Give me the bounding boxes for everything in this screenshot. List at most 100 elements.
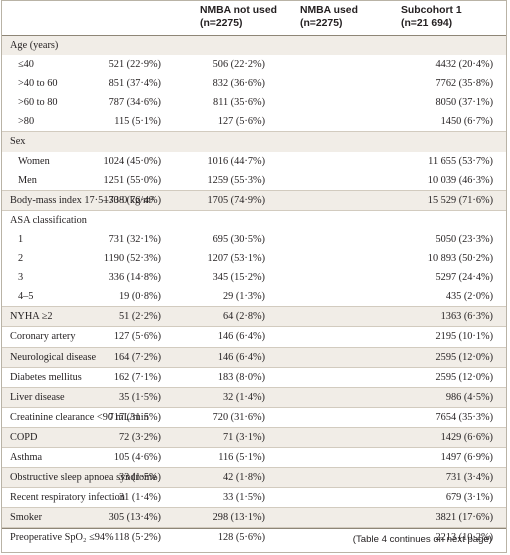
row-label: Age (years) <box>10 40 59 51</box>
cell-nmba-used: 832 (36·6%) <box>212 78 265 90</box>
cell-nmba-not-used: 31 (1·4%) <box>118 492 161 504</box>
row-label: ASA classification <box>10 214 87 226</box>
header-col2-n: (n=2275) <box>300 18 343 29</box>
cell-nmba-not-used: 1738 (76·4%) <box>103 194 161 206</box>
cell-subcohort-1: 1429 (6·6%) <box>440 431 493 443</box>
table-row: 2 1190 (52·3%) 1207 (53·1%) 10 893 (50·2%) <box>2 249 506 268</box>
table-row: 4–5 19 (0·8%) 29 (1·3%) 435 (2·0%) <box>2 287 506 306</box>
table-row: Liver disease 35 (1·5%) 32 (1·4%) 986 (4·5%… <box>2 386 506 407</box>
table-body: Age (years) ≤40 521 (22·9%) 506 (22·2%) 4432… <box>2 36 506 547</box>
row-label: Body-mass index 17·5–30·0 kg/m² <box>10 194 155 206</box>
row-label: Preoperative SpO₂ ≤94% <box>10 532 114 544</box>
cell-nmba-not-used: 717 (31·5%) <box>108 411 161 423</box>
table-row: ASA classification <box>2 209 506 230</box>
cell-nmba-used: 720 (31·6%) <box>212 411 265 423</box>
cell-nmba-not-used: 1251 (55·0%) <box>103 174 161 186</box>
cell-nmba-not-used: 72 (3·2%) <box>118 431 161 443</box>
table-row: Diabetes mellitus 162 (7·1%) 183 (8·0%) 259… <box>2 366 506 387</box>
row-label: 2 <box>18 253 24 265</box>
header-nmba-used: NMBA used (n=2275) <box>300 4 358 30</box>
cell-subcohort-1: 1450 (6·7%) <box>440 116 493 128</box>
cell-nmba-used: 298 (13·1%) <box>212 512 265 524</box>
cell-subcohort-1: 2213 (10·2%) <box>435 532 493 544</box>
cell-nmba-not-used: 164 (7·2%) <box>113 351 161 363</box>
row-label: >40 to 60 <box>18 78 58 90</box>
cell-nmba-used: 146 (6·4%) <box>217 331 265 343</box>
cell-nmba-not-used: 19 (0·8%) <box>118 291 161 303</box>
row-label: >60 to 80 <box>18 97 58 109</box>
row-label: 1 <box>18 233 24 245</box>
cell-nmba-not-used: 1190 (52·3%) <box>103 253 161 265</box>
cell-subcohort-1: 15 529 (71·6%) <box>427 194 493 206</box>
cell-subcohort-1: 10 893 (50·2%) <box>427 253 493 265</box>
row-label: Men <box>18 174 37 186</box>
cell-subcohort-1: 7654 (35·3%) <box>435 411 493 423</box>
header-col3-n: (n=21 694) <box>401 18 453 29</box>
cell-nmba-used: 1705 (74·9%) <box>207 194 265 206</box>
cell-nmba-not-used: 105 (4·6%) <box>113 451 161 463</box>
cell-nmba-not-used: 118 (5·2%) <box>114 532 161 544</box>
table-row: Sex <box>2 131 506 152</box>
table-row: Body-mass index 17·5–30·0 kg/m² 1738 (76·… <box>2 189 506 210</box>
cell-nmba-not-used: 521 (22·9%) <box>108 59 161 71</box>
table-row: 3 336 (14·8%) 345 (15·2%) 5297 (24·4%) <box>2 268 506 287</box>
cell-nmba-used: 183 (8·0%) <box>217 371 265 383</box>
row-label: Smoker <box>10 512 43 524</box>
cell-subcohort-1: 4432 (20·4%) <box>435 59 493 71</box>
cell-subcohort-1: 2595 (12·0%) <box>435 351 493 363</box>
row-label: Coronary artery <box>10 331 76 343</box>
cell-subcohort-1: 8050 (37·1%) <box>435 97 493 109</box>
table-row: Creatinine clearance <90 mL/min 717 (31·5… <box>2 406 506 427</box>
cell-subcohort-1: 11 655 (53·7%) <box>428 155 493 167</box>
cell-nmba-used: 811 (35·6%) <box>213 97 265 109</box>
row-label: Neurological disease <box>10 351 97 363</box>
table-row: ≤40 521 (22·9%) 506 (22·2%) 4432 (20·4%) <box>2 55 506 74</box>
cell-subcohort-1: 1497 (6·9%) <box>440 451 493 463</box>
table-row: >80 115 (5·1%) 127 (5·6%) 1450 (6·7%) <box>2 112 506 131</box>
cell-nmba-not-used: 162 (7·1%) <box>113 371 161 383</box>
cell-nmba-used: 33 (1·5%) <box>222 492 265 504</box>
cell-nmba-not-used: 851 (37·4%) <box>108 78 161 90</box>
row-label: 4–5 <box>18 291 34 303</box>
table-row: >40 to 60 851 (37·4%) 832 (36·6%) 7762 (35·… <box>2 74 506 93</box>
cell-nmba-used: 1207 (53·1%) <box>207 253 265 265</box>
cell-nmba-not-used: 787 (34·6%) <box>108 97 161 109</box>
row-label: Asthma <box>10 451 43 463</box>
cell-nmba-not-used: 51 (2·2%) <box>118 311 161 323</box>
cell-nmba-used: 116 (5·1%) <box>218 451 265 463</box>
table-header: NMBA not used (n=2275) NMBA used (n=2275… <box>2 1 506 36</box>
row-label: Liver disease <box>10 391 65 403</box>
cell-nmba-used: 32 (1·4%) <box>222 391 265 403</box>
row-label: 3 <box>18 272 24 284</box>
row-label: Creatinine clearance <90 mL/min <box>10 411 149 423</box>
row-label: Sex <box>10 136 26 148</box>
table-row: 1 731 (32·1%) 695 (30·5%) 5050 (23·3%) <box>2 230 506 249</box>
header-col1-n: (n=2275) <box>200 18 243 29</box>
cell-subcohort-1: 986 (4·5%) <box>445 391 493 403</box>
cell-subcohort-1: 5297 (24·4%) <box>435 272 493 284</box>
cell-nmba-used: 1259 (55·3%) <box>207 174 265 186</box>
table-row: COPD 72 (3·2%) 71 (3·1%) 1429 (6·6%) <box>2 426 506 447</box>
row-label: NYHA ≥2 <box>10 311 53 323</box>
cell-subcohort-1: 10 039 (46·3%) <box>427 174 493 186</box>
table-row: Women 1024 (45·0%) 1016 (44·7%) 11 655 (53·… <box>2 152 506 171</box>
header-col1-title: NMBA not used <box>200 5 277 16</box>
table-row: Age (years) <box>2 36 506 56</box>
row-label: ≤40 <box>18 59 34 71</box>
header-col3-title: Subcohort 1 <box>401 5 462 16</box>
cell-nmba-not-used: 1024 (45·0%) <box>103 155 161 167</box>
cell-nmba-not-used: 127 (5·6%) <box>113 331 161 343</box>
cell-nmba-used: 146 (6·4%) <box>217 351 265 363</box>
table-row: >60 to 80 787 (34·6%) 811 (35·6%) 8050 (37·… <box>2 93 506 112</box>
cell-nmba-used: 42 (1·8%) <box>222 472 265 484</box>
row-label: Diabetes mellitus <box>10 371 82 383</box>
cell-nmba-used: 506 (22·2%) <box>212 59 265 71</box>
row-label: Obstructive sleep apnoea syndrome <box>10 472 157 484</box>
cell-subcohort-1: 679 (3·1%) <box>445 492 493 504</box>
table-row: Coronary artery 127 (5·6%) 146 (6·4%) 2195 … <box>2 326 506 346</box>
cell-nmba-used: 1016 (44·7%) <box>207 155 265 167</box>
header-nmba-not-used: NMBA not used (n=2275) <box>200 4 277 30</box>
cell-subcohort-1: 2595 (12·0%) <box>435 371 493 383</box>
cell-nmba-used: 695 (30·5%) <box>212 233 265 245</box>
header-subcohort-1: Subcohort 1 (n=21 694) <box>401 4 462 30</box>
